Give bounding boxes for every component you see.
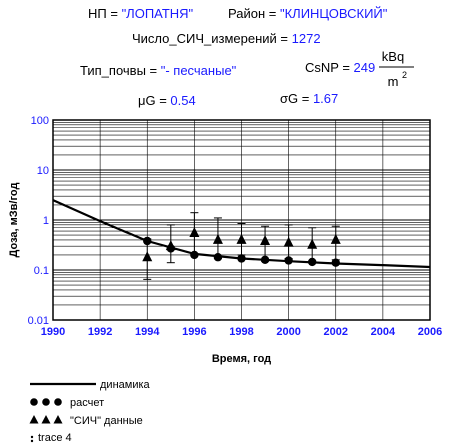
sich-data-triangle (212, 233, 223, 244)
svg-text:Тип_почвы = "- песчаные": Тип_почвы = "- песчаные" (80, 63, 237, 78)
svg-text:μG = 0.54: μG = 0.54 (138, 93, 196, 108)
sich-data-triangle (142, 251, 153, 262)
legend-entry-label: trace 4 (38, 432, 72, 444)
sich-data-triangle (260, 235, 271, 246)
legend: динамика расчет "СИЧ" данные trace 4 (29, 379, 151, 444)
soil-label: Тип_почвы = (80, 63, 161, 78)
y-tick-label: 100 (31, 115, 49, 127)
y-tick-label: 0.01 (28, 315, 49, 327)
legend-dot-sample (30, 435, 34, 439)
sich-data-triangle (283, 236, 294, 247)
legend-dot-sample (30, 439, 34, 443)
legend-triangle-sample (53, 415, 63, 424)
sich-data-triangle (330, 233, 341, 244)
region-label: Район = (228, 6, 280, 21)
region-value: "КЛИНЦОВСКИЙ" (280, 6, 388, 21)
x-tick-label: 1992 (88, 326, 112, 338)
svg-text:m: m (388, 74, 399, 89)
csnp-unit-numerator: kBq (382, 49, 404, 64)
sich-data-triangle (189, 226, 200, 237)
np-value: "ЛОПАТНЯ" (122, 6, 194, 21)
count-value: 1272 (292, 31, 321, 46)
legend-entry-label: расчет (70, 397, 104, 409)
legend-entry-label: динамика (100, 379, 151, 391)
legend-circle-sample (42, 398, 50, 406)
sich-data-triangle (236, 233, 247, 244)
x-tick-label: 1996 (182, 326, 206, 338)
x-tick-label: 2006 (418, 326, 442, 338)
csnp-unit-exponent: 2 (402, 70, 407, 80)
legend-entry-label: "СИЧ" данные (70, 415, 143, 427)
sich-data-triangle (307, 238, 318, 249)
calculated-point (331, 258, 340, 267)
soil-value: "- песчаные" (161, 63, 237, 78)
x-tick-label: 2004 (371, 326, 396, 338)
legend-circle-sample (30, 398, 38, 406)
x-tick-label: 2002 (324, 326, 348, 338)
y-axis-ticks: 0.01 0.1 1 10 100 (28, 115, 49, 327)
svg-text:НП = "ЛОПАТНЯ": НП = "ЛОПАТНЯ" (88, 6, 194, 21)
np-label: НП = (88, 6, 122, 21)
y-axis-label: Доза, мЗв/год (8, 183, 20, 258)
svg-text:CsNP = 249: CsNP = 249 (305, 60, 375, 75)
grid (53, 120, 430, 321)
csnp-unit-denominator: m (388, 74, 399, 89)
y-tick-label: 1 (43, 215, 49, 227)
plot-frame (52, 119, 431, 321)
x-axis-label: Время, год (212, 353, 271, 365)
x-tick-label: 2000 (276, 326, 300, 338)
svg-text:σG = 1.67: σG = 1.67 (280, 91, 338, 106)
legend-triangle-sample (29, 415, 39, 424)
svg-text:Район = "КЛИНЦОВСКИЙ": Район = "КЛИНЦОВСКИЙ" (228, 6, 388, 21)
legend-circle-sample (54, 398, 62, 406)
sich-data-triangle (165, 240, 176, 251)
sigmag-value: 1.67 (313, 91, 338, 106)
y-tick-label: 0.1 (34, 265, 49, 277)
svg-text:Число_СИЧ_измерений = 1272: Число_СИЧ_измерений = 1272 (132, 31, 321, 46)
sigmag-label: σG = (280, 91, 313, 106)
legend-triangle-sample (41, 415, 51, 424)
csnp-label: CsNP = (305, 60, 354, 75)
csnp-value: 249 (354, 60, 376, 75)
calculated-point (237, 254, 246, 263)
x-tick-label: 1990 (41, 326, 65, 338)
x-tick-label: 1994 (135, 326, 160, 338)
count-label: Число_СИЧ_измерений = (132, 31, 292, 46)
x-tick-label: 1998 (229, 326, 253, 338)
mug-value: 0.54 (170, 93, 195, 108)
y-tick-label: 10 (37, 165, 49, 177)
mug-label: μG = (138, 93, 170, 108)
x-axis-ticks: 1990 1992 1994 1996 1998 2000 2002 2004 2006 (41, 326, 442, 338)
series (52, 199, 431, 280)
